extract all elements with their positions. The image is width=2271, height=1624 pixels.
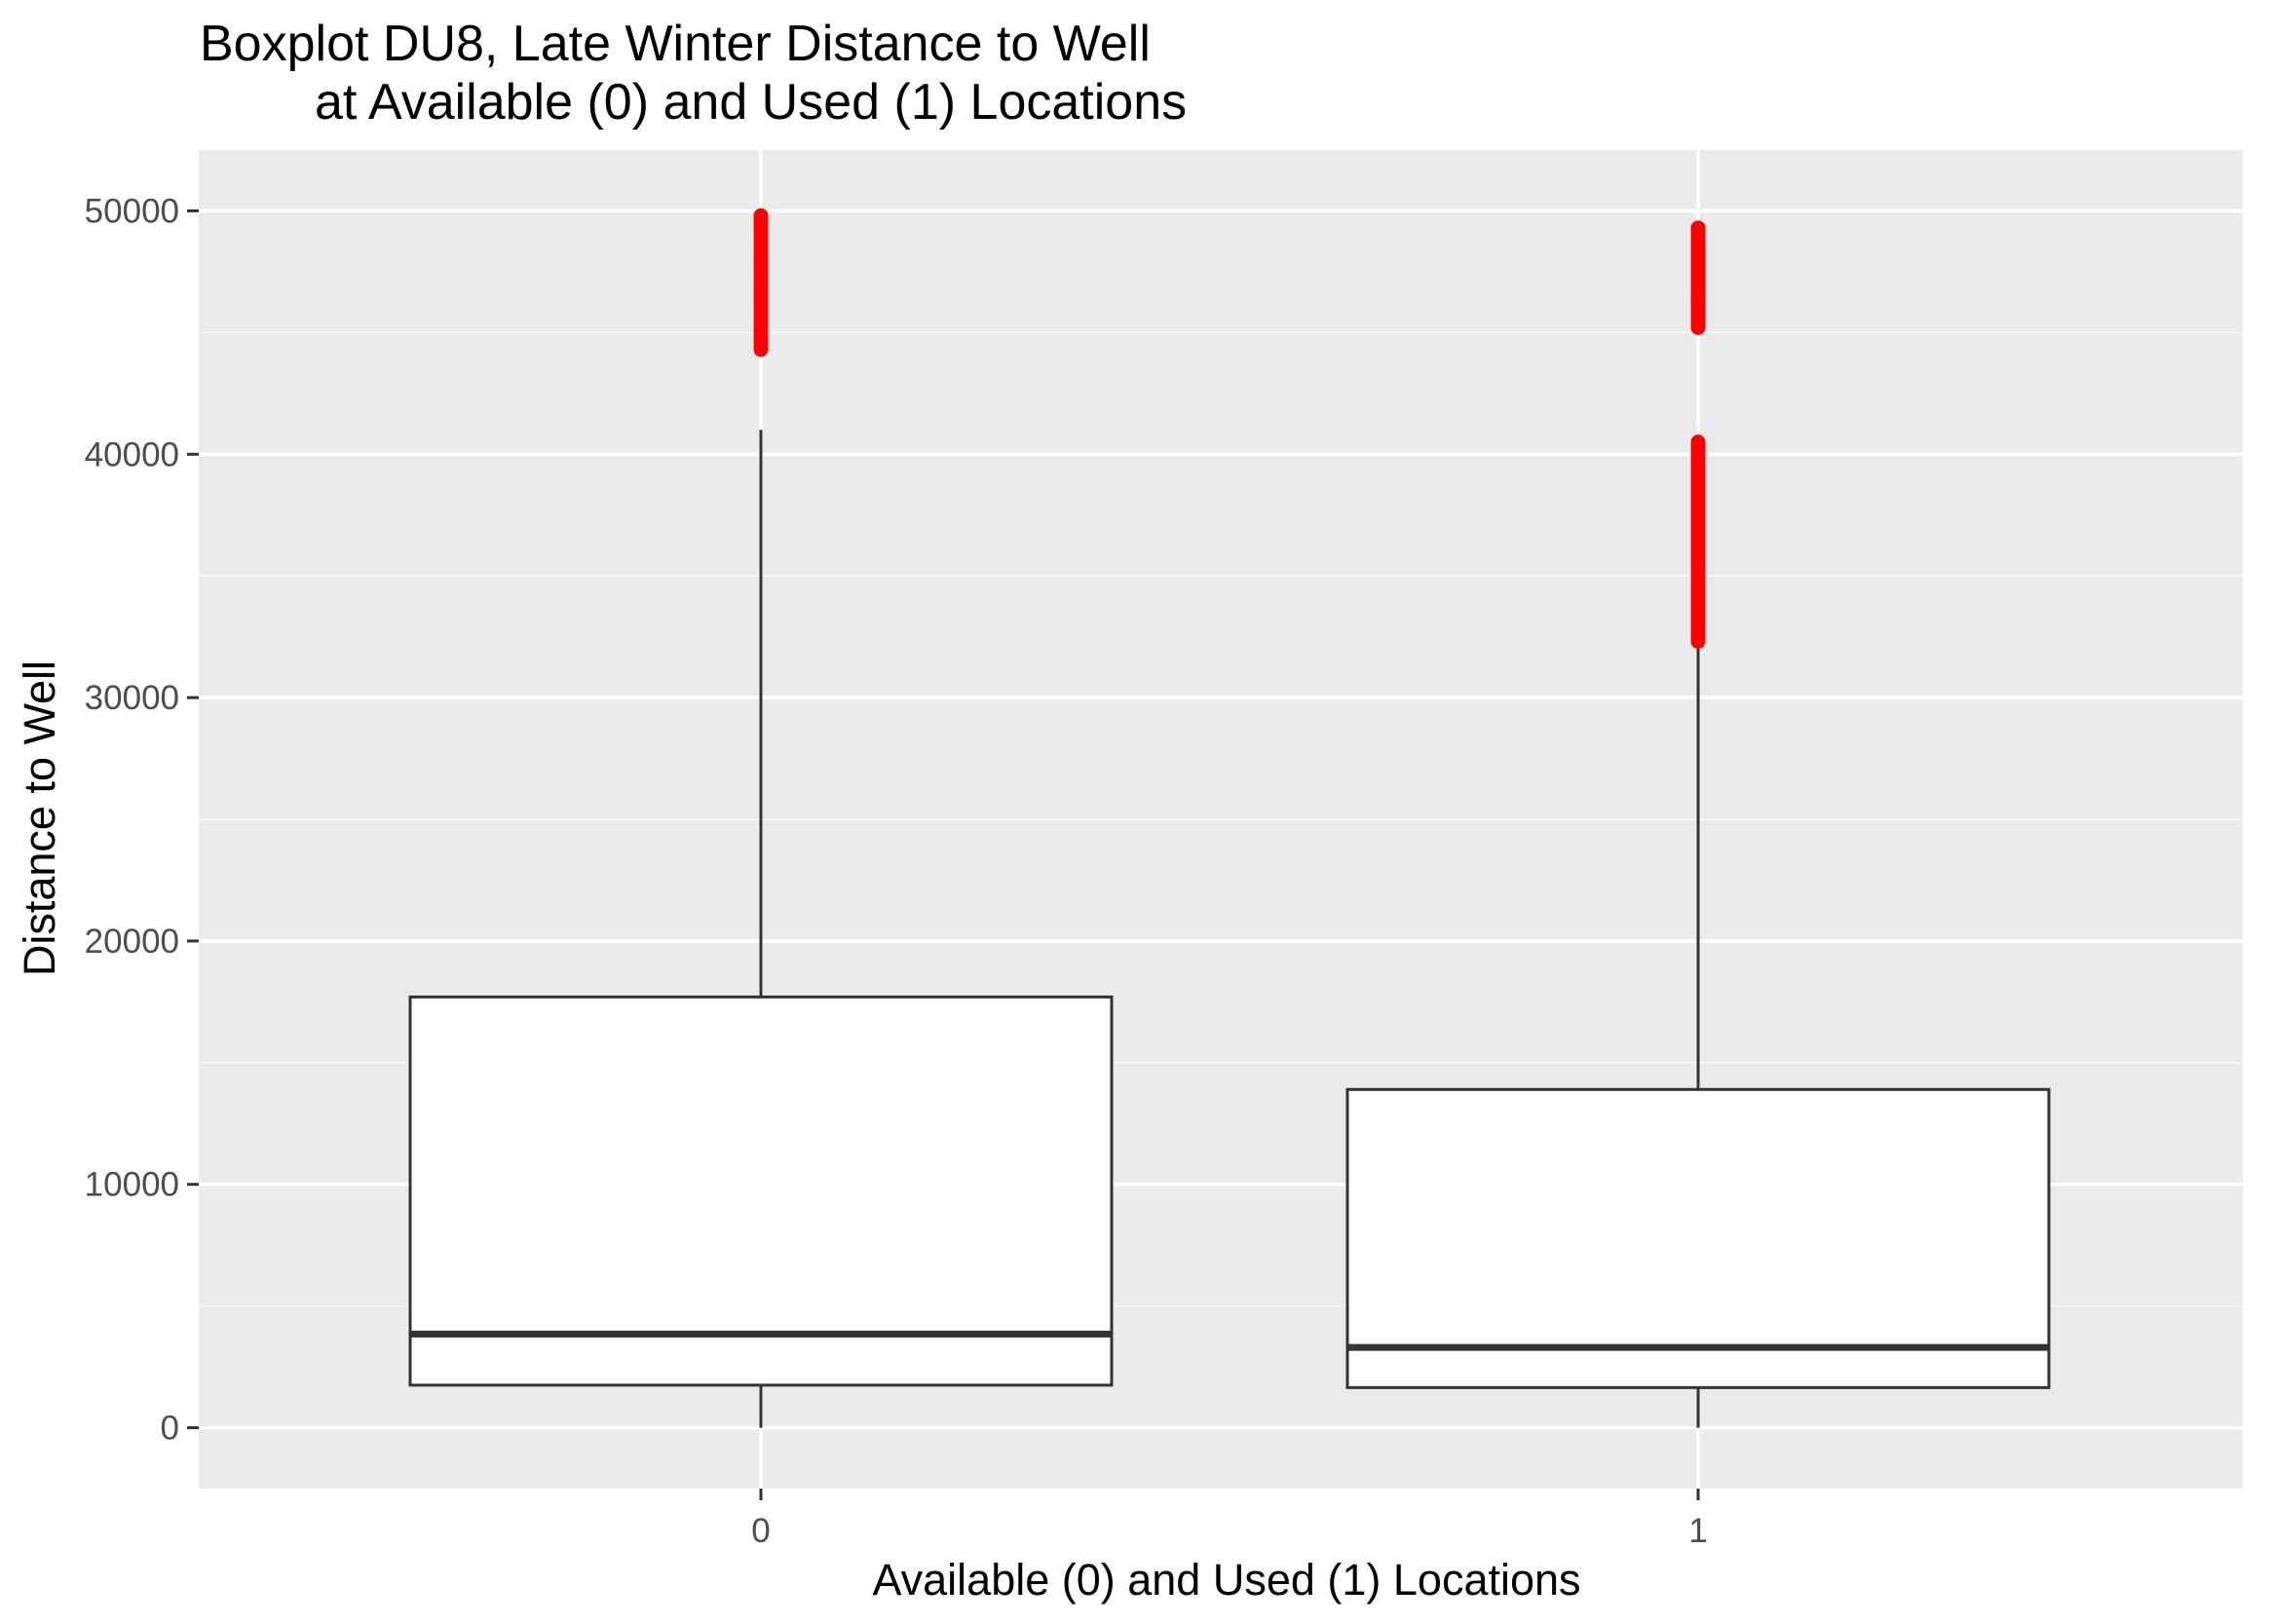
y-tick-label: 40000 (85, 435, 179, 473)
y-tick-label: 50000 (85, 192, 179, 230)
chart-title-line-2: at Available (0) and Used (1) Locations (315, 74, 1187, 131)
y-tick-label: 0 (161, 1410, 179, 1448)
outlier-layer (753, 208, 1706, 650)
y-axis-title: Distance to Well (15, 661, 64, 976)
x-axis-title: Available (0) and Used (1) Locations (872, 1555, 1580, 1605)
box-iqr (408, 995, 1114, 1387)
y-tick-label: 20000 (85, 923, 179, 961)
y-tick-label: 10000 (85, 1166, 179, 1204)
chart-title-line-1: Boxplot DU8, Late Winter Distance to Wel… (200, 16, 1151, 72)
outlier-point (1690, 434, 1706, 450)
outlier-point (1690, 220, 1706, 236)
box-layer (408, 430, 2051, 1428)
x-tick-label: 1 (1688, 1512, 1707, 1550)
outlier-point (753, 208, 769, 223)
y-axis: 0 10000 20000 30000 40000 50000 (85, 192, 199, 1448)
y-tick-label: 30000 (85, 679, 179, 717)
x-tick-label: 0 (751, 1512, 770, 1550)
box-iqr (1345, 1087, 2051, 1389)
